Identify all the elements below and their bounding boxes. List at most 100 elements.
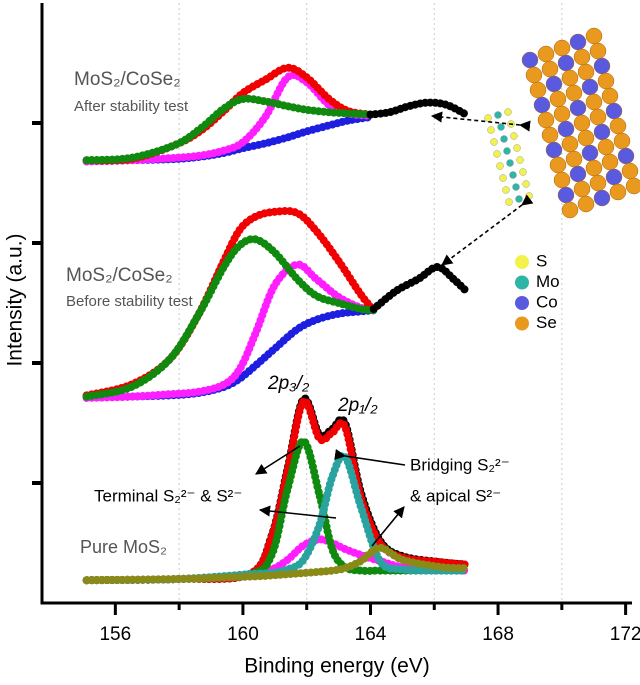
atom bbox=[500, 135, 508, 143]
atom bbox=[494, 111, 502, 119]
atom bbox=[537, 45, 555, 63]
data-line-core bbox=[86, 72, 371, 164]
curves bbox=[82, 63, 471, 585]
atom bbox=[601, 87, 619, 105]
atom bbox=[515, 195, 523, 203]
atom bbox=[525, 192, 533, 200]
atom bbox=[521, 51, 539, 69]
annotation: MoS₂/CoSe₂ bbox=[66, 265, 173, 286]
x-tick-label: 172 bbox=[610, 624, 640, 645]
atom bbox=[605, 168, 623, 186]
annotation: & apical S²⁻ bbox=[410, 486, 501, 505]
atom bbox=[522, 180, 530, 188]
legend-swatch bbox=[515, 255, 529, 269]
legend-swatch bbox=[515, 316, 529, 331]
legend-label: Se bbox=[536, 313, 557, 332]
atom bbox=[553, 105, 571, 123]
annotation: Pure MoS₂ bbox=[80, 537, 167, 557]
atom bbox=[493, 150, 501, 158]
atom bbox=[577, 63, 595, 81]
atom bbox=[557, 120, 575, 138]
atom bbox=[484, 114, 492, 122]
atom bbox=[561, 135, 579, 153]
atom bbox=[487, 126, 495, 134]
atom bbox=[617, 147, 635, 165]
atom bbox=[497, 123, 505, 131]
atom bbox=[496, 162, 504, 170]
axes: 156 160 164 168 172 bbox=[32, 3, 640, 645]
atom bbox=[577, 129, 595, 147]
legend-label: Co bbox=[536, 292, 558, 311]
arrow bbox=[371, 506, 405, 547]
atom bbox=[519, 168, 527, 176]
atom bbox=[593, 57, 611, 75]
annotation: MoS₂/CoSe₂ bbox=[74, 69, 181, 90]
atom bbox=[585, 159, 603, 177]
atom bbox=[597, 138, 615, 156]
atom bbox=[569, 99, 587, 117]
annotation: Bridging S₂²⁻ bbox=[410, 455, 510, 474]
atom bbox=[565, 150, 583, 168]
annotation: After stability test bbox=[74, 98, 189, 115]
legend-swatch bbox=[515, 275, 529, 290]
arrow bbox=[430, 111, 531, 132]
atom bbox=[505, 198, 513, 206]
atom bbox=[537, 111, 555, 129]
atom bbox=[621, 162, 639, 180]
arrow bbox=[258, 505, 337, 519]
atom bbox=[613, 132, 631, 150]
atom bbox=[605, 102, 623, 120]
atom bbox=[504, 108, 512, 116]
x-tick-label: 168 bbox=[482, 624, 514, 645]
data-line-core bbox=[86, 545, 467, 583]
atom bbox=[561, 201, 579, 219]
atom bbox=[509, 171, 517, 179]
atom bbox=[512, 183, 520, 191]
atom bbox=[569, 33, 587, 51]
x-axis-label: Binding energy (eV) bbox=[244, 655, 430, 678]
atom bbox=[529, 81, 547, 99]
atom bbox=[581, 144, 599, 162]
atom bbox=[573, 48, 591, 66]
x-tick-label: 160 bbox=[227, 624, 259, 645]
atom bbox=[545, 75, 563, 93]
atom bbox=[593, 189, 611, 207]
atom bbox=[625, 177, 640, 195]
annotation: Terminal S₂²⁻ & S²⁻ bbox=[94, 486, 242, 505]
atom bbox=[490, 138, 498, 146]
atom bbox=[502, 186, 510, 194]
arrow bbox=[334, 448, 406, 466]
data-line-core bbox=[86, 96, 371, 163]
atom bbox=[553, 39, 571, 57]
atom bbox=[516, 156, 524, 164]
data-line-core bbox=[372, 264, 468, 311]
atom bbox=[506, 159, 514, 167]
arrows bbox=[255, 111, 534, 547]
atom bbox=[525, 66, 543, 84]
atom bbox=[545, 141, 563, 159]
data-line-core bbox=[370, 100, 468, 118]
atom bbox=[557, 54, 575, 72]
atom bbox=[541, 126, 559, 144]
atom bbox=[513, 144, 521, 152]
atom bbox=[597, 72, 615, 90]
annotation: 2p₁/₂ bbox=[337, 395, 378, 416]
legend-label: S bbox=[536, 251, 547, 270]
atom bbox=[577, 195, 595, 213]
annotation: Before stability test bbox=[66, 293, 194, 310]
atom bbox=[589, 174, 607, 192]
atom bbox=[573, 180, 591, 198]
legend-label: Mo bbox=[536, 272, 560, 291]
atom bbox=[549, 156, 567, 174]
atom bbox=[589, 108, 607, 126]
legend-swatch bbox=[515, 296, 529, 310]
atom bbox=[499, 174, 507, 182]
atom bbox=[573, 114, 591, 132]
annotation: 2p₃/₂ bbox=[267, 373, 310, 394]
atom bbox=[601, 153, 619, 171]
atom bbox=[533, 96, 551, 114]
y-axis-label: Intensity (a.u.) bbox=[4, 233, 27, 366]
x-tick-label: 164 bbox=[355, 624, 387, 645]
